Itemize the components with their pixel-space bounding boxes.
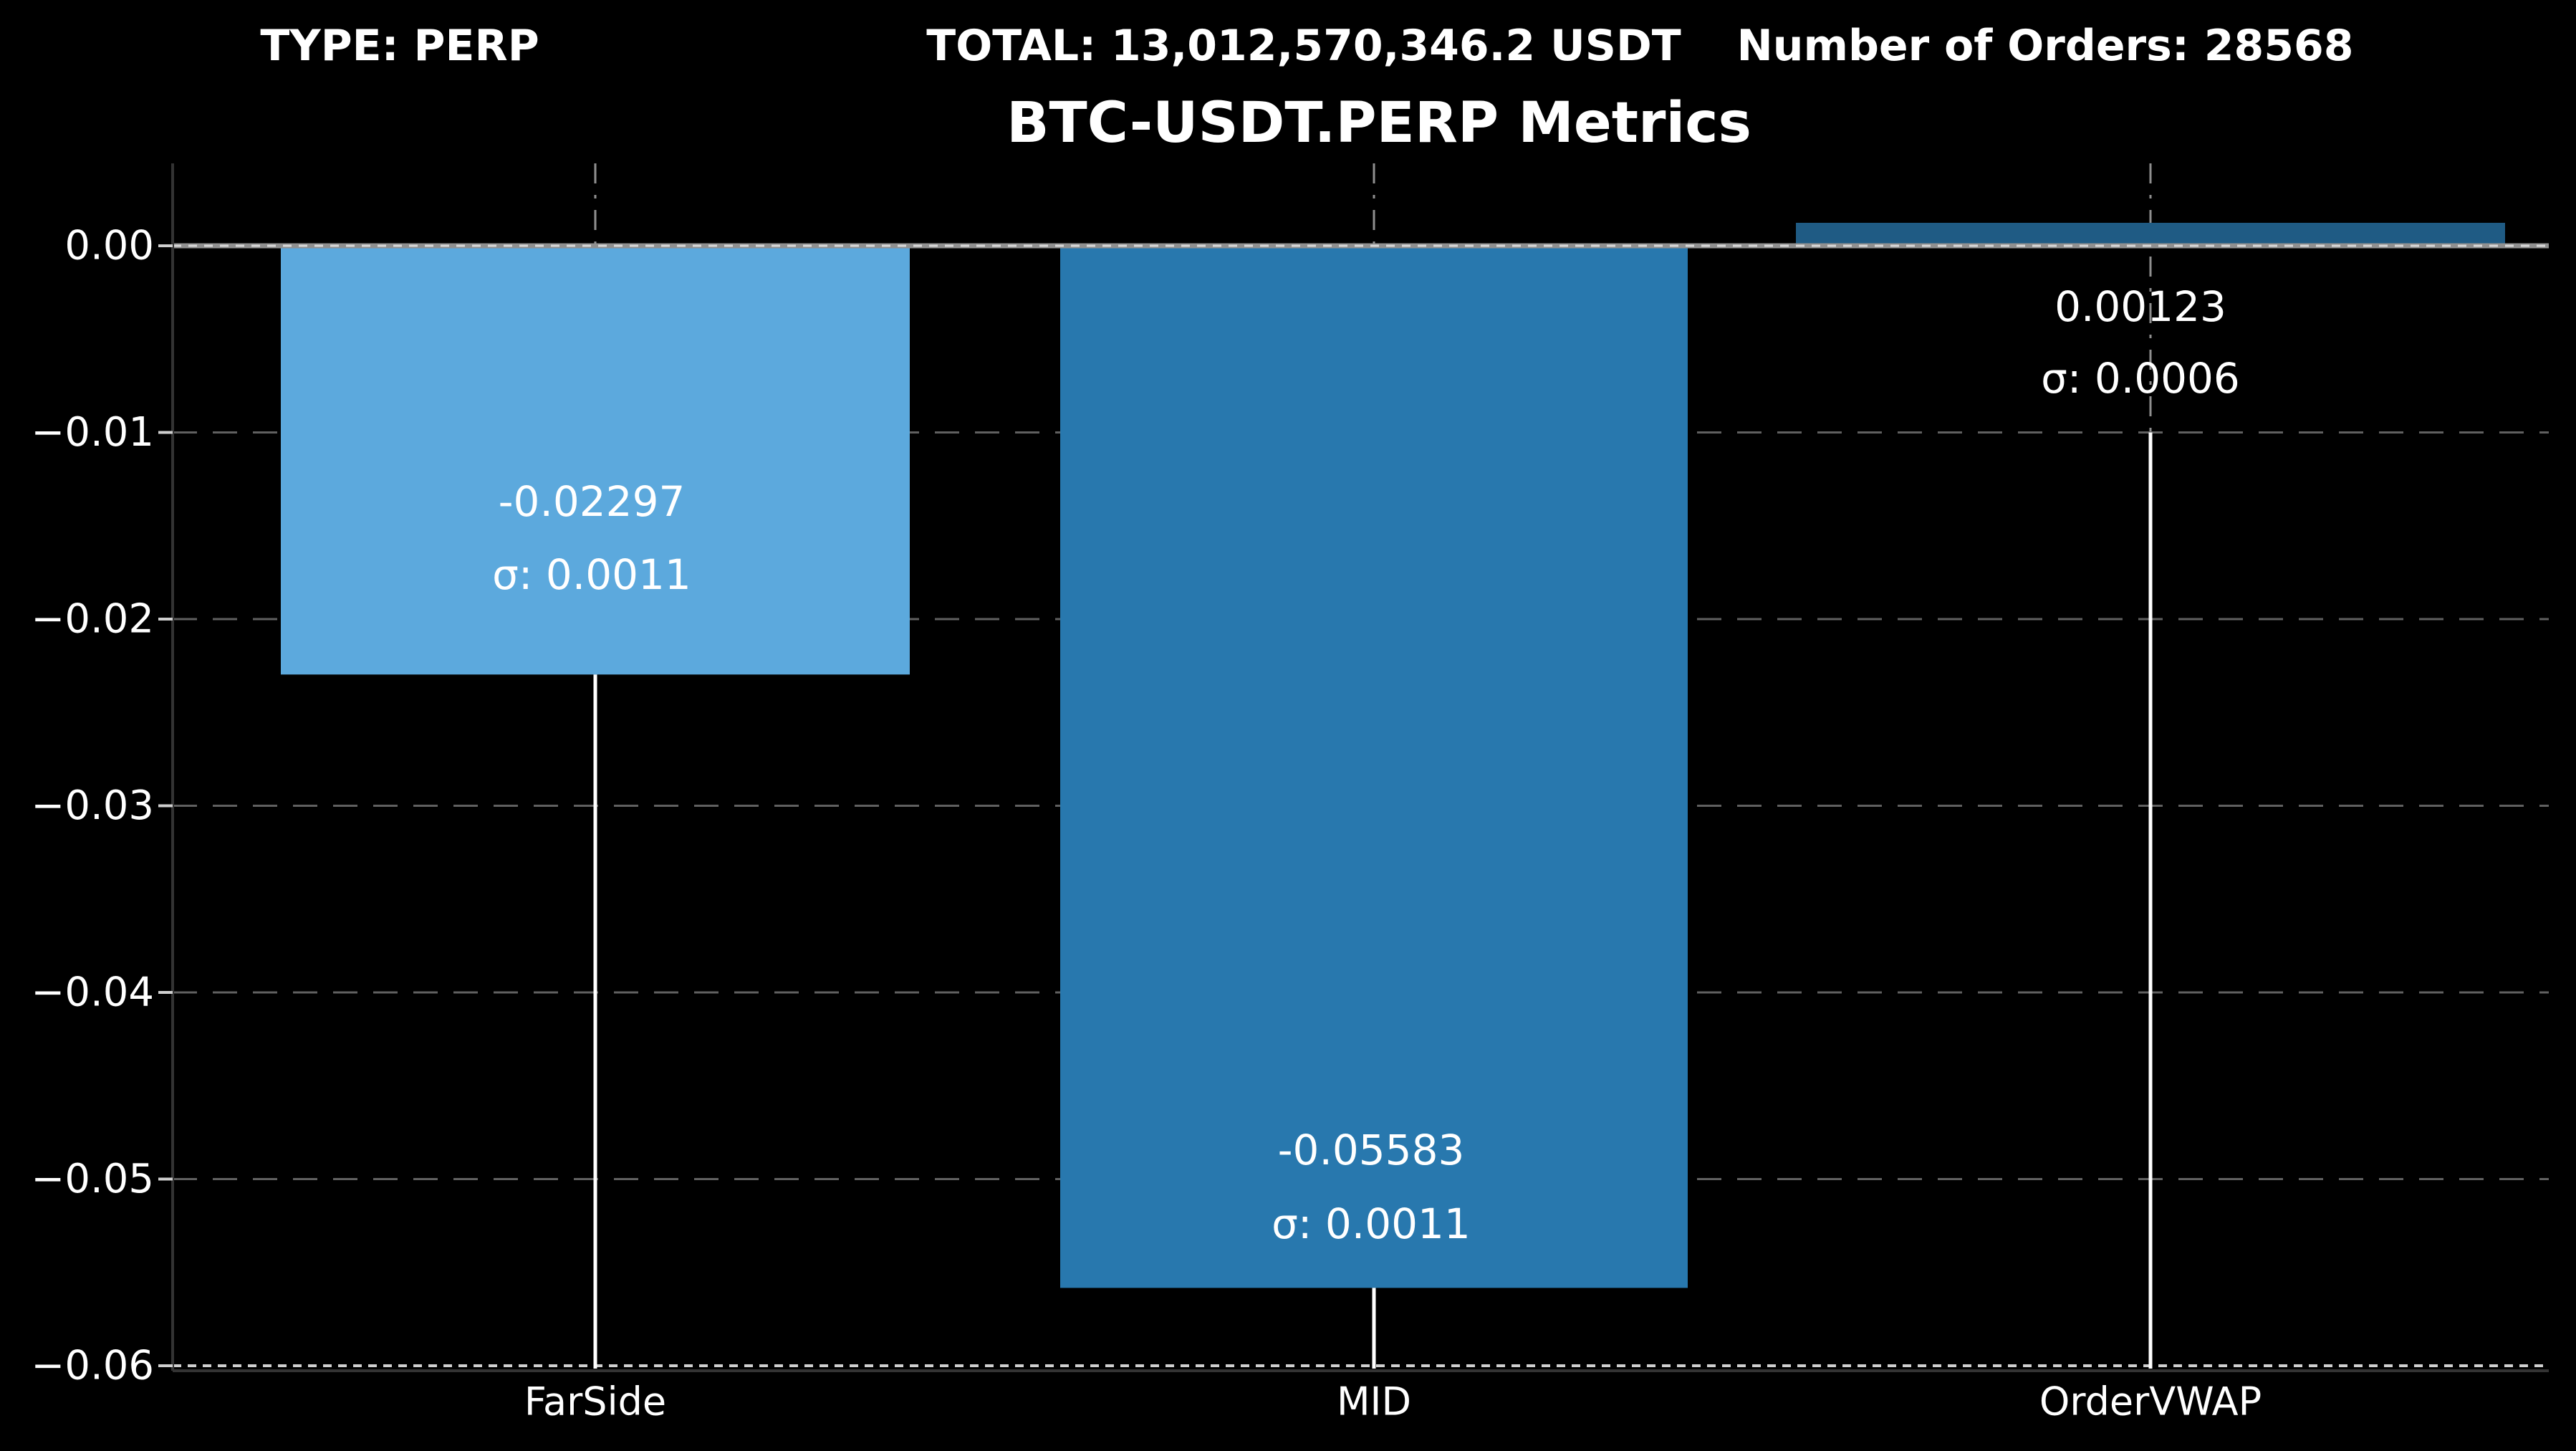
y-tick-label-−0.05: −0.05 [31,1156,154,1202]
bar-mid [1060,246,1688,1288]
x-tick-label-farside: FarSide [524,1379,666,1424]
chart-title: BTC-USDT.PERP Metrics [1006,91,1751,155]
sigma-label-ordervwap: σ: 0.0006 [2041,354,2240,403]
value-label-mid: -0.05583 [1278,1126,1465,1174]
y-tick-label-−0.03: −0.03 [31,782,154,829]
axes-spines-ticks [158,163,2549,1372]
x-tick-labels: FarSide MID OrderVWAP [524,1379,2262,1424]
sigma-label-mid: σ: 0.0011 [1272,1199,1471,1248]
header-type-label: TYPE: PERP [260,21,539,71]
y-tick-label-−0.02: −0.02 [31,596,154,643]
sigma-label-farside: σ: 0.0011 [492,550,691,599]
drop-lines [593,432,2153,1369]
value-label-ordervwap: 0.00123 [2054,282,2226,331]
bar-farside [281,246,910,675]
bar-ordervwap [1796,222,2505,246]
y-tick-label-−0.06: −0.06 [31,1343,154,1389]
y-tick-labels: 0.00 −0.01 −0.02 −0.03 −0.04 −0.05 −0.06 [31,223,154,1389]
y-tick-label-−0.04: −0.04 [31,969,154,1016]
value-label-farside: -0.02297 [499,477,686,526]
bar-annotations: -0.02297 σ: 0.0011 -0.05583 σ: 0.0011 0.0012… [492,282,2240,1248]
x-tick-label-mid: MID [1337,1379,1411,1424]
bars [281,222,2505,1288]
horizontal-gridlines [173,431,2549,1180]
header-total-label: TOTAL: 13,012,570,346.2 USDT [926,21,1681,71]
y-tick-label-−0.01: −0.01 [31,409,154,456]
header-orders-label: Number of Orders: 28568 [1737,21,2354,71]
y-tick-label-0.00: 0.00 [64,223,154,269]
x-tick-label-ordervwap: OrderVWAP [2039,1379,2262,1424]
